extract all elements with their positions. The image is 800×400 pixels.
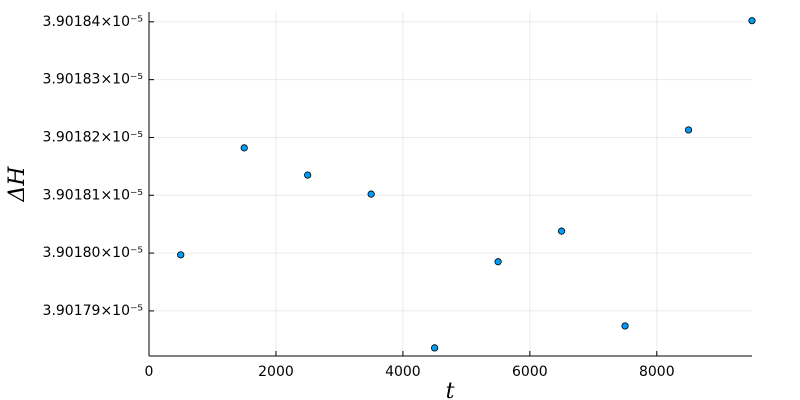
x-tick-label: 4000 xyxy=(385,364,421,380)
x-tick-label: 6000 xyxy=(512,364,548,380)
point xyxy=(494,258,502,266)
point xyxy=(621,322,629,330)
x-axis-label: t xyxy=(446,379,455,400)
point xyxy=(367,190,375,198)
y-tick-label: 3.90179×10⁻⁵ xyxy=(43,303,143,319)
y-axis-label: ΔH xyxy=(5,166,30,203)
x-tick-label: 8000 xyxy=(639,364,675,380)
point xyxy=(557,227,566,235)
y-tick-label: 3.90180×10⁻⁵ xyxy=(43,245,143,261)
y-tick-label: 3.90183×10⁻⁵ xyxy=(43,72,143,88)
point xyxy=(431,344,439,352)
point xyxy=(304,171,312,179)
y-tick-label: 3.90181×10⁻⁵ xyxy=(43,187,143,203)
x-tick-label: 2000 xyxy=(258,364,294,380)
y-tick-label: 3.90184×10⁻⁵ xyxy=(43,14,143,30)
point xyxy=(177,251,185,259)
point xyxy=(684,126,693,134)
y-tick-label: 3.90182×10⁻⁵ xyxy=(43,129,143,145)
point xyxy=(748,17,756,25)
point xyxy=(240,144,248,152)
x-tick-label: 0 xyxy=(145,364,154,380)
